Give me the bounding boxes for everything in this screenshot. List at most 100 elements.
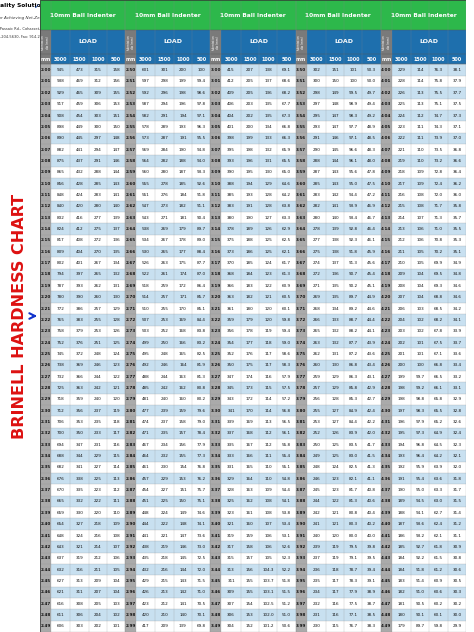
Bar <box>259 473 277 485</box>
Text: 90.4: 90.4 <box>197 216 206 220</box>
Bar <box>277 598 296 609</box>
Bar <box>259 87 277 99</box>
Bar <box>210 394 221 405</box>
Bar <box>296 598 307 609</box>
Text: 87.2: 87.2 <box>349 352 358 356</box>
Text: 3.59: 3.59 <box>296 170 306 174</box>
Bar <box>174 212 192 223</box>
Text: 369: 369 <box>75 363 83 367</box>
Bar <box>381 30 392 54</box>
Text: 2.07: 2.07 <box>40 148 51 152</box>
Bar <box>344 303 363 314</box>
Bar <box>192 507 210 518</box>
Bar <box>40 473 51 485</box>
Text: 280: 280 <box>94 204 101 209</box>
Bar <box>89 269 107 280</box>
Bar <box>174 144 192 155</box>
Text: 2.64: 2.64 <box>126 227 136 231</box>
Text: 2.21: 2.21 <box>40 307 51 310</box>
Text: 137: 137 <box>112 227 120 231</box>
Text: 90.2: 90.2 <box>349 284 358 288</box>
Text: 345: 345 <box>227 386 235 390</box>
Text: 91.1: 91.1 <box>197 204 206 209</box>
Bar <box>447 416 466 428</box>
Text: 477: 477 <box>142 409 150 413</box>
Text: 597: 597 <box>142 80 150 83</box>
Bar <box>125 201 137 212</box>
Text: 91.8: 91.8 <box>197 193 206 197</box>
Text: 90.5: 90.5 <box>416 602 425 605</box>
Text: 72.4: 72.4 <box>434 181 443 186</box>
Text: 438: 438 <box>142 545 150 549</box>
Bar <box>210 64 221 76</box>
Bar <box>210 598 221 609</box>
Bar <box>392 201 411 212</box>
Bar <box>192 190 210 201</box>
Text: 125: 125 <box>112 341 120 344</box>
Bar <box>363 99 381 110</box>
Text: 186: 186 <box>246 250 254 254</box>
Bar <box>307 495 326 507</box>
Bar <box>155 325 174 337</box>
Text: 654: 654 <box>57 522 64 526</box>
Bar <box>447 133 466 144</box>
Text: 3.55: 3.55 <box>296 125 306 129</box>
Bar <box>381 246 392 257</box>
Text: 3.48: 3.48 <box>211 613 221 617</box>
Bar <box>381 552 392 564</box>
Text: 270: 270 <box>94 250 101 254</box>
Text: 4.11: 4.11 <box>381 193 392 197</box>
Bar <box>277 99 296 110</box>
Text: 271: 271 <box>312 284 320 288</box>
Bar <box>125 178 137 190</box>
Bar <box>296 291 307 303</box>
Text: 66.1: 66.1 <box>434 386 443 390</box>
Text: 3.04: 3.04 <box>211 114 221 118</box>
Text: 253: 253 <box>94 329 101 333</box>
Text: 121: 121 <box>264 295 272 299</box>
Text: 142: 142 <box>179 590 187 594</box>
Bar <box>137 325 155 337</box>
Bar <box>221 360 241 371</box>
Bar <box>429 621 447 632</box>
Bar <box>392 507 411 518</box>
Text: 133: 133 <box>331 318 339 322</box>
Bar <box>174 507 192 518</box>
Text: 2.46: 2.46 <box>40 590 51 594</box>
Text: 131: 131 <box>331 352 339 356</box>
Text: 2.08: 2.08 <box>40 159 51 163</box>
Bar <box>326 485 344 495</box>
Text: 212: 212 <box>161 602 168 605</box>
Bar <box>447 473 466 485</box>
Text: 2.40: 2.40 <box>40 522 51 526</box>
Text: 111: 111 <box>417 137 424 140</box>
Text: 242: 242 <box>312 511 320 515</box>
Bar <box>447 303 466 314</box>
Bar <box>155 87 174 99</box>
Text: 74.6: 74.6 <box>197 511 206 515</box>
Bar <box>411 144 429 155</box>
Text: 454: 454 <box>142 488 150 492</box>
Bar <box>429 246 447 257</box>
Text: 363: 363 <box>227 295 235 299</box>
Text: 162: 162 <box>246 499 254 504</box>
Text: 146: 146 <box>112 159 120 163</box>
Bar <box>40 598 51 609</box>
Text: 304: 304 <box>227 624 235 628</box>
Bar <box>259 518 277 530</box>
Text: 139: 139 <box>331 227 339 231</box>
Text: 35.8: 35.8 <box>452 204 461 209</box>
Bar <box>259 462 277 473</box>
Text: 239: 239 <box>161 409 169 413</box>
Text: 526: 526 <box>142 261 150 265</box>
Text: 319: 319 <box>227 533 235 538</box>
Text: 856: 856 <box>57 181 64 186</box>
Bar <box>392 246 411 257</box>
Bar <box>210 586 221 598</box>
Text: 291: 291 <box>312 137 320 140</box>
Bar <box>174 337 192 348</box>
Bar <box>363 586 381 598</box>
Text: 272: 272 <box>94 238 101 243</box>
Text: 46.7: 46.7 <box>367 216 376 220</box>
Text: 4.46: 4.46 <box>381 590 392 594</box>
